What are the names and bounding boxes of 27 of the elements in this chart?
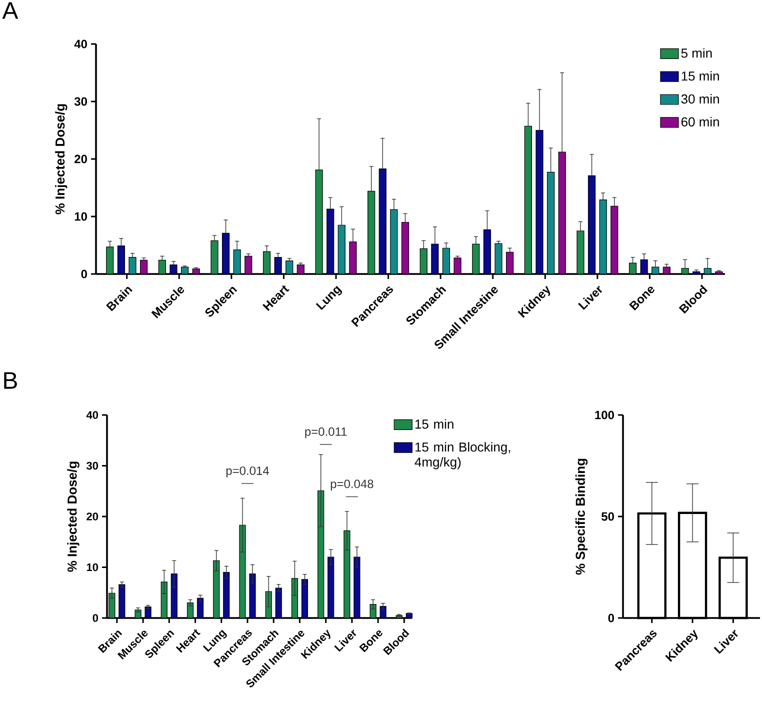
legend-label: 30 min bbox=[681, 94, 719, 104]
y-tick-label: 10 bbox=[86, 563, 98, 572]
y-tick-label: 40 bbox=[74, 40, 87, 48]
legend-label: 5 min bbox=[681, 48, 712, 58]
annotation: p=0.048 bbox=[330, 480, 374, 491]
y-tick-label: 40 bbox=[86, 411, 98, 419]
annotation: p=0.011 bbox=[305, 427, 347, 438]
legend-label: 15 min Blocking, 4mg/kg) bbox=[414, 442, 510, 470]
y-tick-label: 50 bbox=[602, 512, 614, 521]
y-tick-label: 20 bbox=[86, 512, 98, 520]
legend-label: 15 min bbox=[415, 419, 454, 429]
y-tick-label: 0 bbox=[81, 270, 87, 278]
y-tick-label: 0 bbox=[608, 614, 614, 622]
y-tick-label: 30 bbox=[86, 462, 98, 470]
chart-title: B bbox=[4, 372, 17, 389]
y-tick-label: 0 bbox=[92, 614, 98, 622]
y-tick-label: 100 bbox=[595, 410, 614, 420]
y-tick-label: 30 bbox=[74, 97, 87, 106]
y-axis-title: % Injected Dose/g bbox=[55, 104, 68, 214]
legend-label: 60 min bbox=[681, 116, 719, 127]
annotation: p=0.014 bbox=[226, 466, 269, 478]
y-tick-label: 20 bbox=[74, 154, 87, 164]
y-axis-title: % Injected Dose/g bbox=[67, 462, 80, 572]
y-tick-label: 10 bbox=[74, 212, 87, 221]
chart-title: A bbox=[2, 2, 18, 19]
y-axis-title: % Specific Binding bbox=[575, 458, 588, 575]
legend-label: 15 min bbox=[682, 71, 719, 81]
